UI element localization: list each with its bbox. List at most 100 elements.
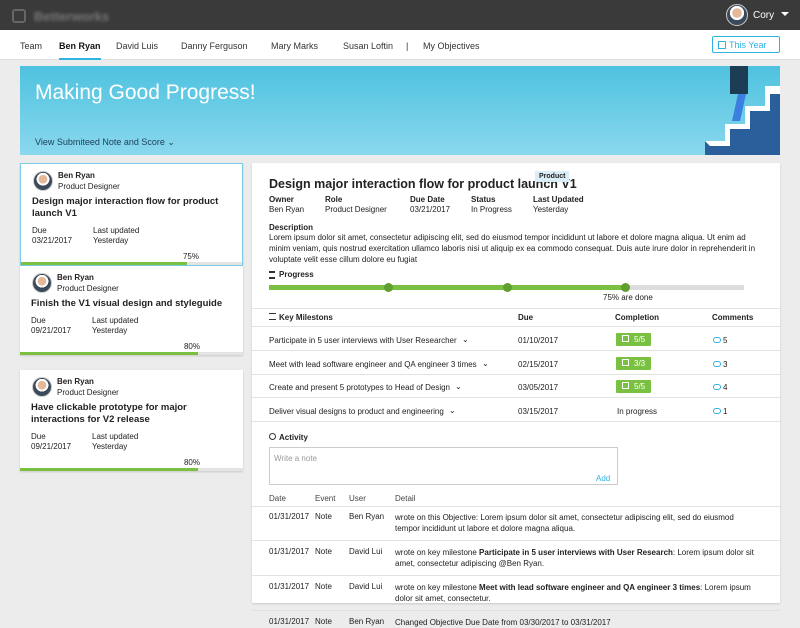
detail-title: Design major interaction flow for produc…	[269, 177, 577, 191]
activity-header: Date	[269, 494, 286, 503]
owner-name: Ben Ryan	[57, 377, 94, 386]
completion-badge: 5/5	[616, 333, 652, 346]
due-value: 03/21/2017	[32, 236, 73, 245]
activity-date: 01/31/2017	[269, 617, 310, 626]
nav-item[interactable]: Danny Ferguson	[181, 41, 248, 51]
comment-count[interactable]: 3	[723, 359, 728, 369]
comment-count[interactable]: 5	[723, 336, 728, 345]
divider	[252, 326, 780, 327]
objective-title: Have clickable prototype for major inter…	[31, 402, 187, 425]
nav-item[interactable]: Mary Marks	[271, 41, 318, 51]
objective-card[interactable]: Ben Ryan Product Designer Have clickable p…	[20, 370, 243, 471]
detail-text: : Lorem ipsum dolor sit amet, consectetu…	[395, 548, 754, 568]
nav-item[interactable]: Susan Loftin	[343, 41, 394, 51]
field-label: Owner	[269, 195, 294, 204]
comment-count[interactable]: 1	[723, 406, 728, 416]
milestone-dot	[621, 283, 631, 292]
activity-event: Note	[315, 617, 332, 626]
period-button[interactable]: This Year	[712, 36, 780, 53]
user-caret[interactable]	[781, 12, 789, 20]
divider	[252, 308, 780, 309]
milestone-dot	[502, 283, 512, 292]
activity-label: Activity	[279, 433, 308, 442]
note-placeholder[interactable]: Write a note	[274, 454, 317, 463]
progress-percent: 80%	[183, 342, 200, 351]
progress-note: 75% are done	[603, 293, 653, 302]
nav-item[interactable]: Team	[20, 41, 43, 51]
milestone-caret: ⌄	[462, 335, 469, 344]
progress-track	[20, 468, 243, 471]
objective-title: Design major interaction flow for produc…	[32, 196, 219, 219]
note-input[interactable]: Write a note Add	[269, 447, 618, 485]
user-avatar[interactable]	[726, 4, 748, 26]
comment-icon	[713, 360, 721, 367]
activity-date: 01/31/2017	[269, 547, 310, 556]
comment-icon	[713, 384, 721, 390]
list-icon	[269, 313, 276, 320]
banner: Making Good Progress! View Submiteed Not…	[20, 66, 780, 155]
activity-detail: wrote on this Objective: Lorem ipsum dol…	[395, 512, 755, 534]
milestone-header: Key Milestons	[279, 313, 333, 322]
check-icon	[622, 382, 629, 389]
nav-item[interactable]: My Objectives	[423, 41, 480, 51]
milestone-header: Completion	[615, 313, 659, 322]
card-meta: Due 09/21/2017 Last updated Yesterday	[20, 432, 243, 452]
banner-link-text[interactable]: View Submiteed Note and Score	[35, 137, 165, 147]
milestone-name[interactable]: Create and present 5 prototypes to Head …	[269, 383, 450, 392]
owner-role: Product Designer	[58, 182, 120, 191]
due-label: Due	[31, 432, 46, 441]
updated-label: Last updated	[92, 432, 139, 441]
comment-count[interactable]: 4	[723, 383, 728, 392]
field-label: Due Date	[410, 195, 445, 204]
milestone-name[interactable]: Deliver visual designs to product and en…	[269, 406, 444, 416]
add-button[interactable]: Add	[596, 474, 611, 483]
logo[interactable]: Betterworks	[34, 9, 110, 24]
nav-bar: Team Ben Ryan David Luis Danny Ferguson Mary…	[0, 30, 800, 60]
due-value: 09/21/2017	[31, 442, 72, 451]
activity-event: Note	[315, 582, 332, 591]
milestone-name[interactable]: Participate in 5 user interviews with Us…	[269, 336, 457, 345]
check-icon	[622, 358, 629, 366]
card-meta: Due 03/21/2017 Last updated Yesterday	[21, 226, 242, 246]
field-value: In Progress	[471, 205, 512, 214]
milestone-name[interactable]: Meet with lead software engineer and QA …	[269, 359, 477, 369]
avatar	[32, 273, 52, 293]
detail-text: : Lorem ipsum dolor sit amet, consectetu…	[395, 583, 751, 603]
field-value: Product Designer	[325, 205, 387, 214]
divider	[252, 420, 780, 422]
field-label: Last Updated	[533, 195, 584, 204]
field-value: Ben Ryan	[269, 205, 305, 214]
divider	[252, 610, 780, 611]
banner-title: Making Good Progress!	[35, 81, 256, 104]
completion-value: 5/5	[634, 382, 646, 391]
nav-item[interactable]: David Luis	[116, 41, 159, 51]
divider	[252, 540, 780, 541]
detail-text: wrote on key milestone	[395, 583, 480, 592]
objective-title: Finish the V1 visual design and stylegui…	[31, 298, 223, 309]
comment-icon	[713, 337, 721, 343]
completion-status: In progress	[617, 406, 658, 416]
nav-item[interactable]: Ben Ryan	[59, 41, 101, 60]
history-icon	[269, 433, 276, 440]
owner-role: Product Designer	[57, 284, 119, 293]
avatar	[32, 377, 52, 397]
progress-fill	[21, 262, 187, 265]
nav-item[interactable]: |	[406, 41, 409, 51]
calendar-icon	[718, 41, 726, 49]
detail-text: Changed Objective Due Date from 03/30/20…	[395, 618, 611, 627]
milestone-header: Due	[518, 313, 534, 322]
activity-event: Note	[315, 547, 332, 556]
milestone-dot	[383, 283, 393, 292]
logo-icon	[12, 9, 26, 23]
progress-fill	[20, 352, 199, 355]
banner-link[interactable]: View Submiteed Note and Score ⌄	[35, 137, 175, 147]
user-name[interactable]: Cory	[753, 10, 775, 21]
completion-value: 3/3	[634, 358, 646, 368]
divider	[252, 397, 780, 398]
objective-card[interactable]: Ben Ryan Product Designer Design major int…	[20, 163, 243, 266]
milestone-header: Comments	[712, 313, 754, 322]
milestone-due: 02/15/2017	[518, 359, 559, 369]
detail-text: Participate in 5 user interviews with Us…	[479, 548, 673, 557]
objective-card[interactable]: Ben Ryan Product Designer Finish the V1 vi…	[20, 266, 243, 355]
divider	[252, 506, 780, 507]
